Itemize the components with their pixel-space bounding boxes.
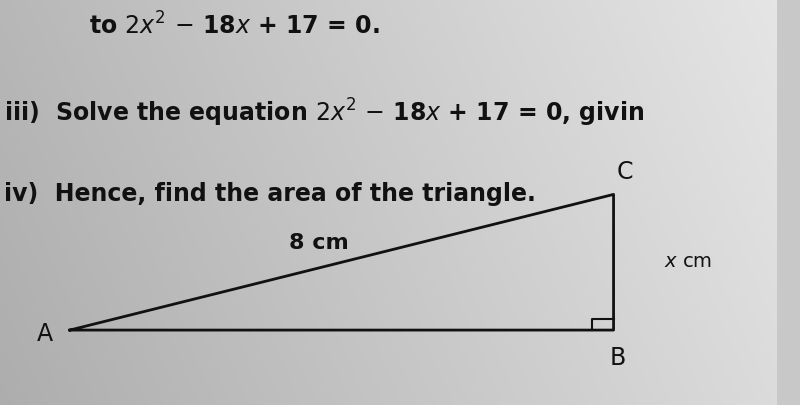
Text: iii)  Solve the equation $2x^2$ $-$ 18$x$ + 17 = 0, givin: iii) Solve the equation $2x^2$ $-$ 18$x$… xyxy=(4,97,644,130)
Text: A: A xyxy=(37,322,53,346)
Text: 8 cm: 8 cm xyxy=(289,233,348,253)
Text: C: C xyxy=(617,160,634,184)
Text: $x$ cm: $x$ cm xyxy=(664,252,712,271)
Text: B: B xyxy=(610,346,626,371)
Text: to $2x^2$ $-$ 18$x$ + 17 = 0.: to $2x^2$ $-$ 18$x$ + 17 = 0. xyxy=(90,12,380,39)
Text: iv)  Hence, find the area of the triangle.: iv) Hence, find the area of the triangle… xyxy=(4,182,536,206)
